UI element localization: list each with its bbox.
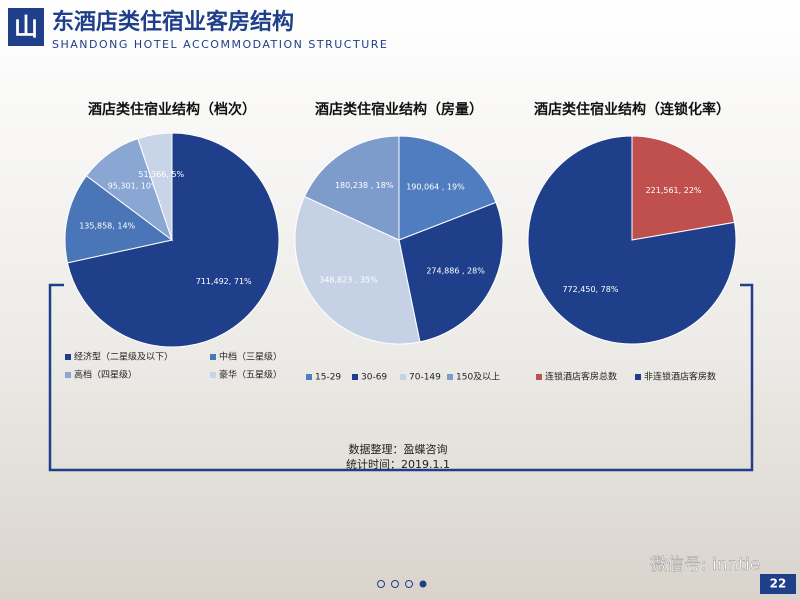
pie-slice [398,135,497,241]
page-dot [419,580,427,588]
legend-swatch [210,354,216,360]
legend-label: 经济型（二星级及以下） [74,351,173,363]
page-dot [405,580,413,588]
legend-label: 中档（三星级） [219,351,282,363]
value-label: 274,886 , 28% [426,266,485,275]
value-label: 711,492, 71% [196,277,252,286]
legend-swatch [306,374,312,380]
pie-slice [527,135,737,345]
pie-slice [64,175,174,264]
pie-slice [303,135,400,241]
value-label: 180,238 , 18% [335,181,394,190]
value-label: 772,450, 78% [562,285,618,294]
page-dot [391,580,399,588]
value-label: 348,823 , 35% [319,276,378,285]
pie-slice [294,195,421,345]
chart-title: 酒店类住宿业结构（连锁化率） [534,101,730,118]
legend-label: 高档（四星级） [74,369,137,381]
legend-label: 15-29 [315,373,341,383]
subtitle: SHANDONG HOTEL ACCOMMODATION STRUCTURE [52,38,388,51]
value-label: 221,561, 22% [646,186,702,195]
chart-title: 酒店类住宿业结构（房量） [315,101,483,118]
legend-swatch [536,374,542,380]
legend-label: 30-69 [361,373,387,383]
value-label: 135,858, 14% [79,221,135,230]
legend-label: 150及以上 [456,372,500,383]
legend-label: 豪华（五星级） [219,369,282,381]
value-label: 95,301, 10% [108,182,159,191]
pie-slice [66,132,280,348]
pie-slice [137,132,173,241]
page-dot [377,580,385,588]
frame [48,283,754,472]
legend-swatch [65,354,71,360]
pie-slice [398,201,504,343]
logo: 山 [14,13,38,41]
page-number-box [760,574,796,594]
legend-label: 连锁酒店客房总数 [545,371,617,383]
watermark: 微信号: inntie [650,555,760,575]
pie-slice [631,135,736,241]
legend-swatch [210,372,216,378]
legend-swatch [65,372,71,378]
value-label: 51,366, 5% [138,170,184,179]
title: 东酒店类住宿业客房结构 [52,9,294,35]
footnote: 统计时间：2019.1.1 [346,458,450,471]
legend-swatch [447,374,453,380]
legend-swatch [635,374,641,380]
legend-label: 70-149 [409,373,441,383]
page-number: 22 [770,577,787,591]
legend-swatch [352,374,358,380]
chart-title: 酒店类住宿业结构（档次） [88,101,256,118]
logo-box [8,8,44,46]
legend-label: 非连锁酒店客房数 [644,371,716,383]
legend-swatch [400,374,406,380]
footnote: 数据整理：盈蝶咨询 [349,442,448,456]
value-label: 190,064 , 19% [406,182,465,191]
